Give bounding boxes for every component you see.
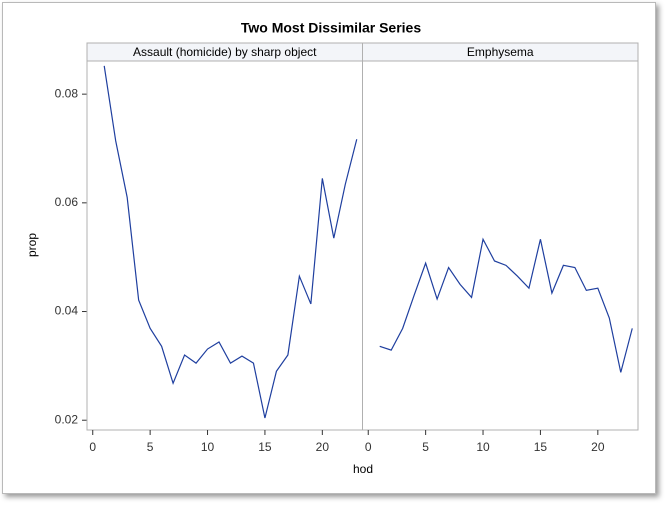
y-tick-label: 0.08 — [55, 86, 79, 100]
frame — [2, 2, 656, 494]
x-axis-label: hod — [353, 462, 373, 476]
x-tick-label: 0 — [89, 440, 96, 454]
line-series — [103, 65, 358, 419]
x-tick-label: 5 — [422, 440, 429, 454]
panel-frame — [362, 60, 639, 431]
x-tick-label: 10 — [476, 440, 490, 454]
y-axis-label: prop — [25, 233, 39, 257]
x-tick-label: 20 — [591, 440, 605, 454]
x-tick-label: 0 — [365, 440, 372, 454]
panel-frame — [86, 60, 363, 431]
x-tick-label: 20 — [316, 440, 330, 454]
panel-title: Assault (homicide) by sharp object — [133, 45, 317, 59]
x-tick-label: 5 — [147, 440, 154, 454]
x-tick-label: 15 — [258, 440, 272, 454]
y-tick-label: 0.06 — [55, 195, 79, 209]
y-tick-label: 0.04 — [55, 304, 79, 318]
x-tick-label: 15 — [534, 440, 548, 454]
line-series — [379, 237, 633, 373]
x-tick-label: 10 — [201, 440, 215, 454]
y-tick-label: 0.02 — [55, 412, 79, 426]
panel-title: Emphysema — [467, 45, 534, 59]
chart-title: Two Most Dissimilar Series — [241, 20, 421, 36]
